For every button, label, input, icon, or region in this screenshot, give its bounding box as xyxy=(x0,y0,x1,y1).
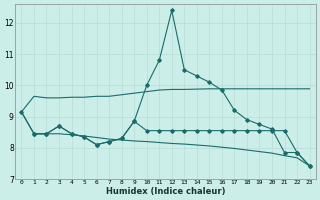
X-axis label: Humidex (Indice chaleur): Humidex (Indice chaleur) xyxy=(106,187,225,196)
